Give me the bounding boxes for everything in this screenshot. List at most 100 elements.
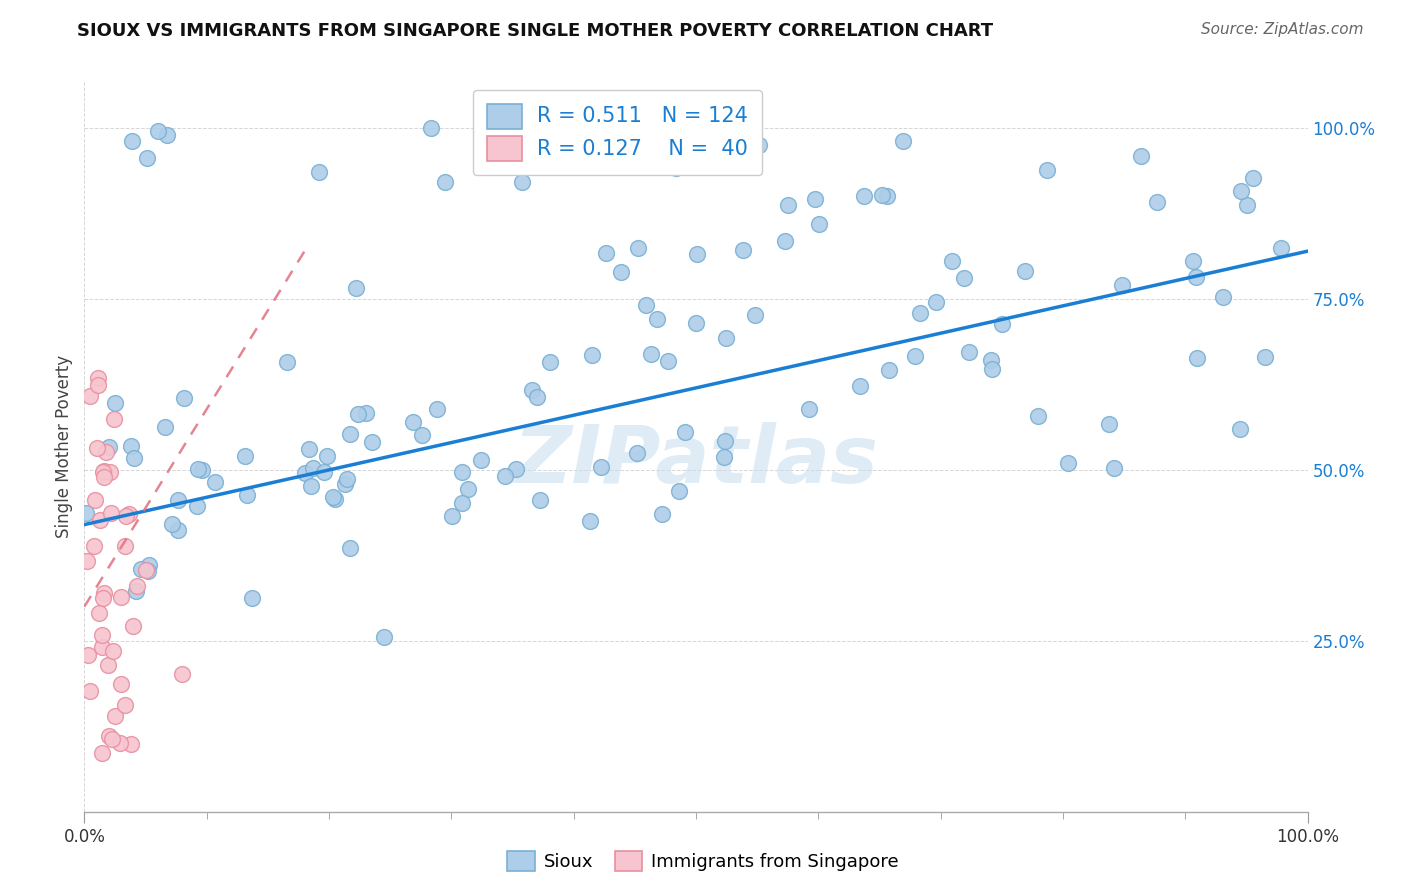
Point	[1241, 170, 1264, 185]
Point	[419, 121, 441, 136]
Point	[538, 355, 561, 369]
Point	[426, 401, 449, 416]
Point	[96, 444, 118, 458]
Legend: Sioux, Immigrants from Singapore: Sioux, Immigrants from Singapore	[501, 844, 905, 879]
Point	[645, 312, 668, 326]
Point	[872, 188, 894, 202]
Point	[323, 491, 346, 506]
Point	[101, 732, 124, 747]
Point	[98, 729, 121, 743]
Point	[172, 667, 194, 681]
Point	[76, 648, 98, 662]
Point	[84, 493, 107, 508]
Point	[156, 128, 179, 142]
Point	[276, 355, 298, 369]
Point	[110, 590, 132, 604]
Point	[103, 412, 125, 426]
Point	[470, 453, 492, 467]
Point	[322, 491, 344, 505]
Point	[110, 677, 132, 691]
Point	[451, 466, 474, 480]
Point	[236, 488, 259, 502]
Point	[100, 506, 122, 520]
Point	[665, 161, 688, 175]
Point	[87, 606, 110, 620]
Point	[136, 151, 159, 165]
Point	[1102, 461, 1125, 475]
Point	[115, 509, 138, 524]
Point	[627, 241, 650, 255]
Point	[361, 434, 384, 449]
Point	[91, 746, 114, 760]
Text: SIOUX VS IMMIGRANTS FROM SINGAPORE SINGLE MOTHER POVERTY CORRELATION CHART: SIOUX VS IMMIGRANTS FROM SINGAPORE SINGL…	[77, 22, 994, 40]
Point	[344, 281, 367, 295]
Point	[510, 175, 533, 189]
Point	[83, 539, 105, 553]
Point	[121, 135, 143, 149]
Point	[76, 554, 98, 568]
Point	[686, 247, 709, 261]
Point	[804, 192, 827, 206]
Point	[668, 484, 690, 499]
Point	[89, 513, 111, 527]
Point	[1254, 350, 1277, 364]
Point	[104, 708, 127, 723]
Point	[98, 465, 121, 479]
Point	[713, 434, 735, 449]
Point	[609, 265, 631, 279]
Point	[877, 363, 900, 377]
Point	[166, 492, 188, 507]
Point	[581, 347, 603, 361]
Point	[298, 442, 321, 456]
Point	[957, 345, 980, 359]
Point	[1236, 198, 1258, 212]
Point	[93, 470, 115, 484]
Point	[925, 295, 948, 310]
Point	[373, 630, 395, 644]
Point	[1036, 163, 1059, 178]
Point	[651, 507, 673, 521]
Point	[891, 134, 914, 148]
Point	[186, 499, 208, 513]
Point	[93, 585, 115, 599]
Point	[520, 383, 543, 397]
Point	[626, 446, 648, 460]
Point	[1229, 422, 1251, 436]
Point	[433, 175, 456, 189]
Point	[773, 234, 796, 248]
Point	[233, 449, 256, 463]
Point	[240, 591, 263, 605]
Point	[104, 395, 127, 409]
Point	[941, 254, 963, 268]
Point	[853, 188, 876, 202]
Point	[122, 619, 145, 633]
Point	[744, 308, 766, 322]
Point	[187, 462, 209, 476]
Point	[657, 353, 679, 368]
Point	[529, 492, 551, 507]
Point	[953, 270, 976, 285]
Point	[97, 657, 120, 672]
Point	[294, 467, 316, 481]
Point	[162, 516, 184, 531]
Point	[190, 463, 212, 477]
Legend: R = 0.511   N = 124, R = 0.127    N =  40: R = 0.511 N = 124, R = 0.127 N = 40	[474, 90, 762, 175]
Point	[90, 628, 112, 642]
Point	[299, 478, 322, 492]
Point	[799, 401, 821, 416]
Point	[91, 591, 114, 605]
Point	[1182, 253, 1205, 268]
Point	[86, 442, 108, 456]
Point	[908, 306, 931, 320]
Point	[457, 483, 479, 497]
Point	[402, 415, 425, 429]
Point	[713, 450, 735, 464]
Point	[335, 476, 357, 491]
Point	[354, 406, 377, 420]
Point	[339, 426, 361, 441]
Point	[146, 123, 169, 137]
Point	[595, 245, 617, 260]
Point	[1028, 409, 1050, 424]
Point	[131, 562, 153, 576]
Point	[440, 508, 463, 523]
